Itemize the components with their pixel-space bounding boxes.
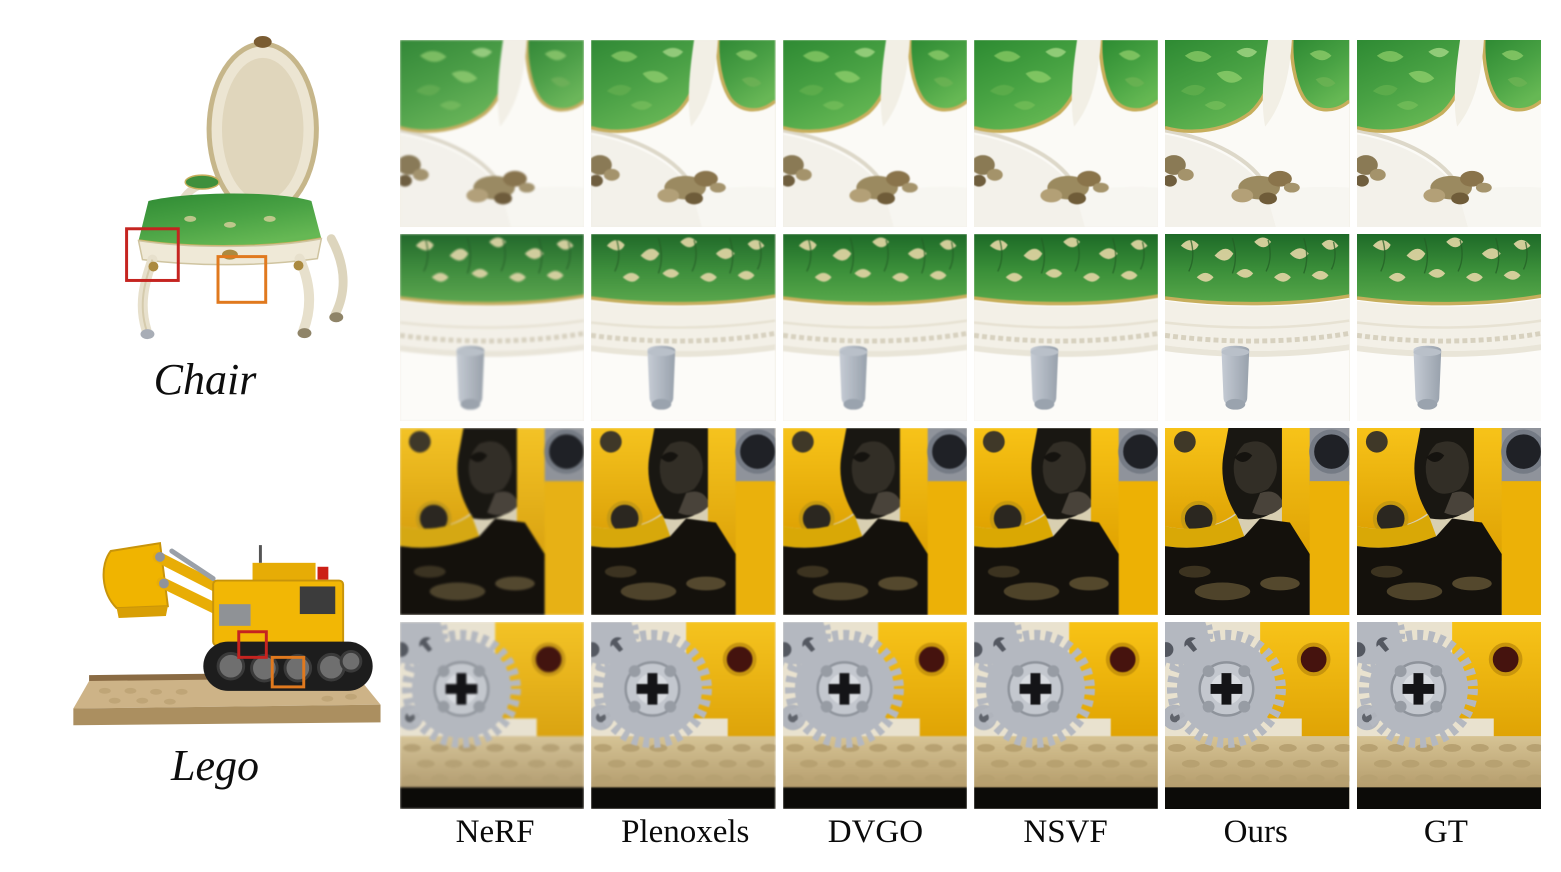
crop-chair-top-dvgo <box>782 40 967 227</box>
crop-chair-top-nsvf <box>973 40 1159 227</box>
crop-lego-dark-plenoxels <box>591 428 776 615</box>
chair-crop-region-orange <box>216 255 268 304</box>
crop-lego-gear-ours <box>1165 622 1350 809</box>
crop-lego-dark-dvgo <box>782 428 967 615</box>
method-label-ours: Ours <box>1223 814 1288 850</box>
method-label-nsvf: NSVF <box>1023 814 1108 850</box>
crop-lego-dark-ours <box>1165 428 1350 615</box>
lego-illustration <box>55 488 391 744</box>
method-labels-row: NeRF Plenoxels DVGO NSVF Ours GT <box>400 814 1541 851</box>
lego-reference-image <box>48 488 398 744</box>
crop-lego-gear-nerf <box>400 622 585 809</box>
crop-lego-gear-nsvf <box>973 622 1159 809</box>
scene-label-lego: Lego <box>171 741 259 790</box>
chair-illustration <box>51 34 389 352</box>
lego-crop-region-red <box>237 630 268 659</box>
crop-chair-rail-nsvf <box>973 234 1159 421</box>
method-label-dvgo: DVGO <box>827 814 924 850</box>
crop-lego-dark-nerf <box>400 428 585 615</box>
crop-lego-gear-dvgo <box>782 622 967 809</box>
crop-chair-top-gt <box>1356 40 1541 227</box>
method-label-nerf: NeRF <box>455 814 535 850</box>
crop-chair-top-ours <box>1165 40 1350 227</box>
crop-chair-top-nerf <box>400 40 585 227</box>
crop-chair-rail-gt <box>1356 234 1541 421</box>
method-label-plenoxels: Plenoxels <box>621 814 750 850</box>
crop-lego-dark-nsvf <box>973 428 1159 615</box>
crop-chair-rail-ours <box>1165 234 1350 421</box>
crop-chair-rail-nerf <box>400 234 585 421</box>
chair-crop-region-red <box>125 227 180 282</box>
crop-lego-gear-plenoxels <box>591 622 776 809</box>
method-label-gt: GT <box>1423 814 1468 850</box>
chair-reference-image <box>46 34 394 352</box>
crop-chair-rail-dvgo <box>782 234 967 421</box>
lego-crop-region-orange <box>270 655 306 689</box>
crop-chair-rail-plenoxels <box>591 234 776 421</box>
comparison-grid <box>400 40 1541 809</box>
scene-label-chair: Chair <box>153 355 257 404</box>
crop-lego-dark-gt <box>1356 428 1541 615</box>
crop-chair-top-plenoxels <box>591 40 776 227</box>
crop-lego-gear-gt <box>1356 622 1541 809</box>
